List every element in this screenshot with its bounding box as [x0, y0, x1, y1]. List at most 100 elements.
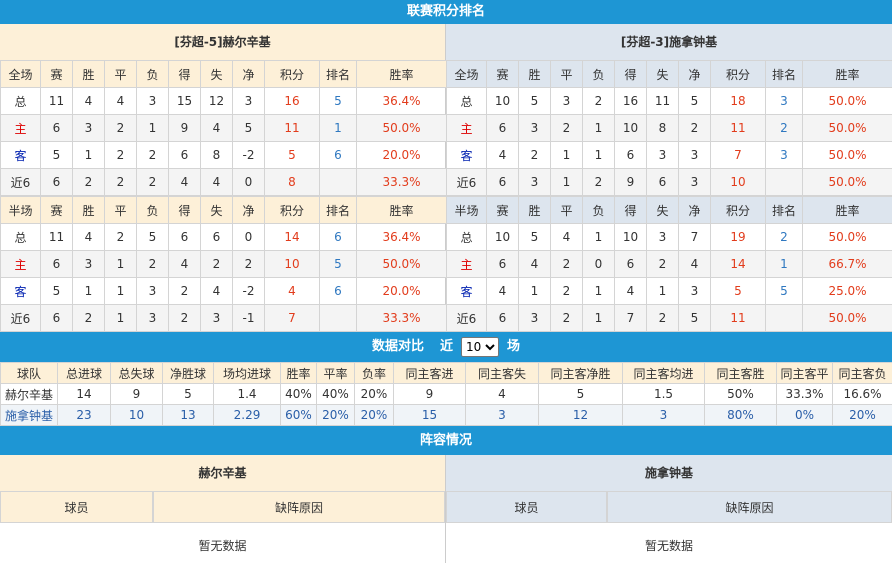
cell: 6	[615, 251, 647, 278]
cell: 5	[679, 88, 711, 115]
column-header: 胜率	[281, 363, 317, 384]
cell: 6	[169, 142, 201, 169]
cell: 5	[766, 278, 803, 305]
cell: 2	[551, 251, 583, 278]
col-reason: 缺阵原因	[607, 491, 892, 523]
column-header: 胜	[73, 197, 105, 224]
column-header: 同主客胜	[705, 363, 777, 384]
cell: 1	[519, 278, 551, 305]
cell: 1	[73, 142, 105, 169]
column-header: 同主客均进	[623, 363, 705, 384]
column-header: 半场	[447, 197, 487, 224]
row-label: 近6	[447, 305, 487, 332]
cell	[320, 169, 357, 196]
cell: 11	[265, 115, 320, 142]
cell: 4	[169, 169, 201, 196]
cell: 0%	[777, 405, 833, 426]
cell: 2	[105, 115, 137, 142]
cell: 7	[711, 142, 766, 169]
cell: 6	[320, 224, 357, 251]
cell: 3	[679, 278, 711, 305]
column-header: 失	[647, 61, 679, 88]
cell: 8	[265, 169, 320, 196]
cell: 3	[519, 305, 551, 332]
team-name: 赫尔辛基	[0, 455, 445, 491]
cell: 5	[320, 88, 357, 115]
cell: 6	[647, 169, 679, 196]
cell: 33.3%	[357, 305, 447, 332]
row-label: 总	[447, 88, 487, 115]
cell: 5	[233, 115, 265, 142]
cell: 1	[583, 305, 615, 332]
compare-suffix: 场	[507, 332, 520, 362]
team-name: [芬超-5]赫尔辛基	[0, 24, 445, 60]
column-header: 平	[105, 61, 137, 88]
cell: 11	[711, 305, 766, 332]
cell: 4	[105, 88, 137, 115]
cell: 0	[233, 169, 265, 196]
away-lineup: 施拿钟基 球员缺阵原因 暂无数据	[446, 455, 892, 563]
row-label: 总	[1, 224, 41, 251]
row-label: 客	[1, 278, 41, 305]
cell: -2	[233, 142, 265, 169]
column-header: 积分	[265, 197, 320, 224]
col-player: 球员	[0, 491, 153, 523]
match-count-select[interactable]: 10	[461, 337, 499, 357]
cell: 2	[233, 251, 265, 278]
cell: 2	[169, 278, 201, 305]
cell: 60%	[281, 405, 317, 426]
cell: 3	[137, 305, 169, 332]
column-header: 赛	[487, 61, 519, 88]
cell: 16.6%	[833, 384, 892, 405]
cell: 1	[320, 115, 357, 142]
cell: 36.4%	[357, 224, 447, 251]
cell: 25.0%	[803, 278, 892, 305]
team-name: 施拿钟基	[1, 405, 58, 426]
column-header: 排名	[320, 61, 357, 88]
team-name: [芬超-3]施拿钟基	[446, 24, 892, 60]
column-header: 积分	[711, 197, 766, 224]
cell: 1	[583, 224, 615, 251]
column-header: 得	[615, 197, 647, 224]
column-header: 同主客净胜	[539, 363, 623, 384]
cell: 2	[105, 169, 137, 196]
cell: 40%	[281, 384, 317, 405]
column-header: 胜	[73, 61, 105, 88]
cell: 9	[615, 169, 647, 196]
cell: 4	[466, 384, 539, 405]
cell: 2	[169, 305, 201, 332]
cell: 3	[201, 305, 233, 332]
cell: 15	[394, 405, 466, 426]
cell: 5	[163, 384, 214, 405]
column-header: 得	[169, 61, 201, 88]
empty-message: 暂无数据	[446, 523, 892, 563]
column-header: 排名	[320, 197, 357, 224]
cell: 50.0%	[803, 169, 892, 196]
home-lineup: 赫尔辛基 球员缺阵原因 暂无数据	[0, 455, 446, 563]
cell: 2	[137, 169, 169, 196]
cell: 2	[583, 169, 615, 196]
cell: 3	[647, 142, 679, 169]
cell: 2	[137, 142, 169, 169]
cell: 1	[583, 115, 615, 142]
cell: 33.3%	[357, 169, 447, 196]
cell: 19	[711, 224, 766, 251]
cell: 2	[766, 224, 803, 251]
cell: 10	[487, 224, 519, 251]
column-header: 净胜球	[163, 363, 214, 384]
column-header: 赛	[41, 197, 73, 224]
header-row: 半场赛胜平负得失净积分排名胜率	[1, 197, 447, 224]
cell: 1	[105, 305, 137, 332]
cell: 5	[519, 224, 551, 251]
cell: 1	[551, 169, 583, 196]
cell: 2	[73, 305, 105, 332]
